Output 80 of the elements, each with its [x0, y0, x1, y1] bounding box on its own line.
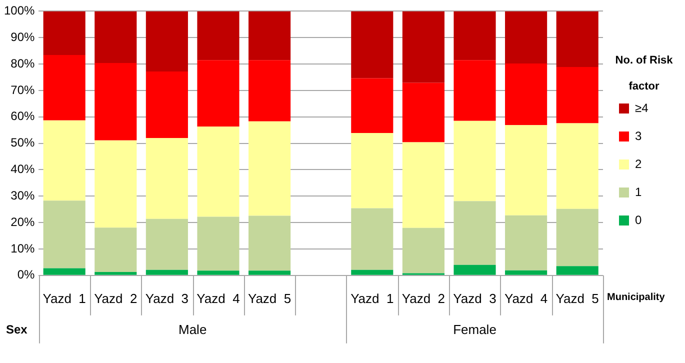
bar: [197, 270, 240, 275]
y-tick-label: 0%: [17, 268, 36, 282]
x-tick-label: Yazd 4: [504, 290, 548, 306]
x-tick-label: Yazd 3: [145, 290, 189, 306]
bar: [556, 208, 598, 266]
bar: [248, 60, 291, 122]
legend-label: 3: [635, 128, 642, 143]
bar: [505, 270, 548, 275]
bar: [43, 268, 86, 275]
bar: [402, 228, 444, 274]
bar: [402, 142, 444, 228]
bar: [43, 11, 86, 56]
bar: [248, 121, 291, 216]
x-tick-label: Yazd 5: [248, 290, 292, 306]
bar: [43, 120, 86, 201]
bar: [402, 11, 444, 83]
bar: [146, 138, 188, 219]
y-tick-label: 40%: [10, 162, 36, 176]
x-tick-label: Yazd 2: [402, 290, 446, 306]
x-tick-label: Yazd 3: [453, 290, 496, 306]
bar: [454, 11, 496, 60]
y-tick-label: 60%: [10, 109, 36, 124]
legend-label: 1: [635, 184, 642, 199]
bar: [351, 208, 394, 270]
bar: [197, 11, 240, 60]
x-tick-label: Yazd 5: [556, 290, 599, 306]
y-tick-label: 50%: [10, 136, 36, 150]
bar: [556, 123, 598, 209]
bar: [454, 201, 496, 265]
bar: [94, 11, 137, 63]
bar: [146, 11, 188, 72]
y-tick-label: 100%: [4, 4, 36, 18]
legend-label: 2: [635, 156, 642, 171]
y-tick-label: 30%: [10, 188, 36, 202]
text: Male: [178, 322, 207, 337]
text: Sex: [6, 322, 28, 337]
y-tick-label: 70%: [10, 82, 36, 97]
bar: [94, 272, 137, 275]
bar: [248, 216, 291, 271]
bar: [351, 78, 394, 133]
bar: [556, 66, 598, 124]
y-tick-label: 80%: [10, 56, 36, 70]
bar: [197, 126, 240, 217]
bar: [94, 62, 137, 140]
text: Municipality: [607, 292, 666, 304]
bar: [94, 140, 137, 228]
x-tick-label: Yazd 1: [350, 290, 394, 306]
x-tick-label: Yazd 2: [94, 290, 138, 306]
text: No. of Risk factor: [615, 54, 673, 93]
bar: [146, 71, 188, 138]
bar: [556, 11, 598, 67]
bar: [351, 11, 394, 78]
bar: [505, 64, 548, 126]
bar: [248, 11, 291, 60]
bar: [197, 216, 240, 271]
bar: [43, 55, 86, 120]
bar: [146, 270, 188, 275]
legend-label: ≥4: [635, 100, 649, 115]
bar: [505, 11, 548, 64]
bar: [402, 82, 444, 142]
bar: [146, 218, 188, 270]
x-tick-label: Yazd 4: [196, 290, 240, 306]
bar: [94, 228, 137, 272]
bar: [454, 60, 496, 121]
bar: [351, 132, 394, 208]
bar: [454, 264, 496, 275]
text: Female: [453, 322, 496, 337]
bar: [351, 270, 394, 275]
bar: [556, 266, 598, 275]
bar: [197, 60, 240, 127]
y-tick-label: 10%: [10, 241, 36, 256]
bar: [43, 200, 86, 268]
bar: [454, 120, 496, 202]
y-tick-label: 20%: [10, 214, 36, 229]
x-tick-label: Yazd 1: [42, 290, 86, 306]
bar: [505, 215, 548, 270]
y-tick-label: 90%: [10, 30, 36, 44]
bar: [505, 125, 548, 216]
legend-label: 0: [635, 212, 642, 227]
bar: [248, 270, 291, 275]
